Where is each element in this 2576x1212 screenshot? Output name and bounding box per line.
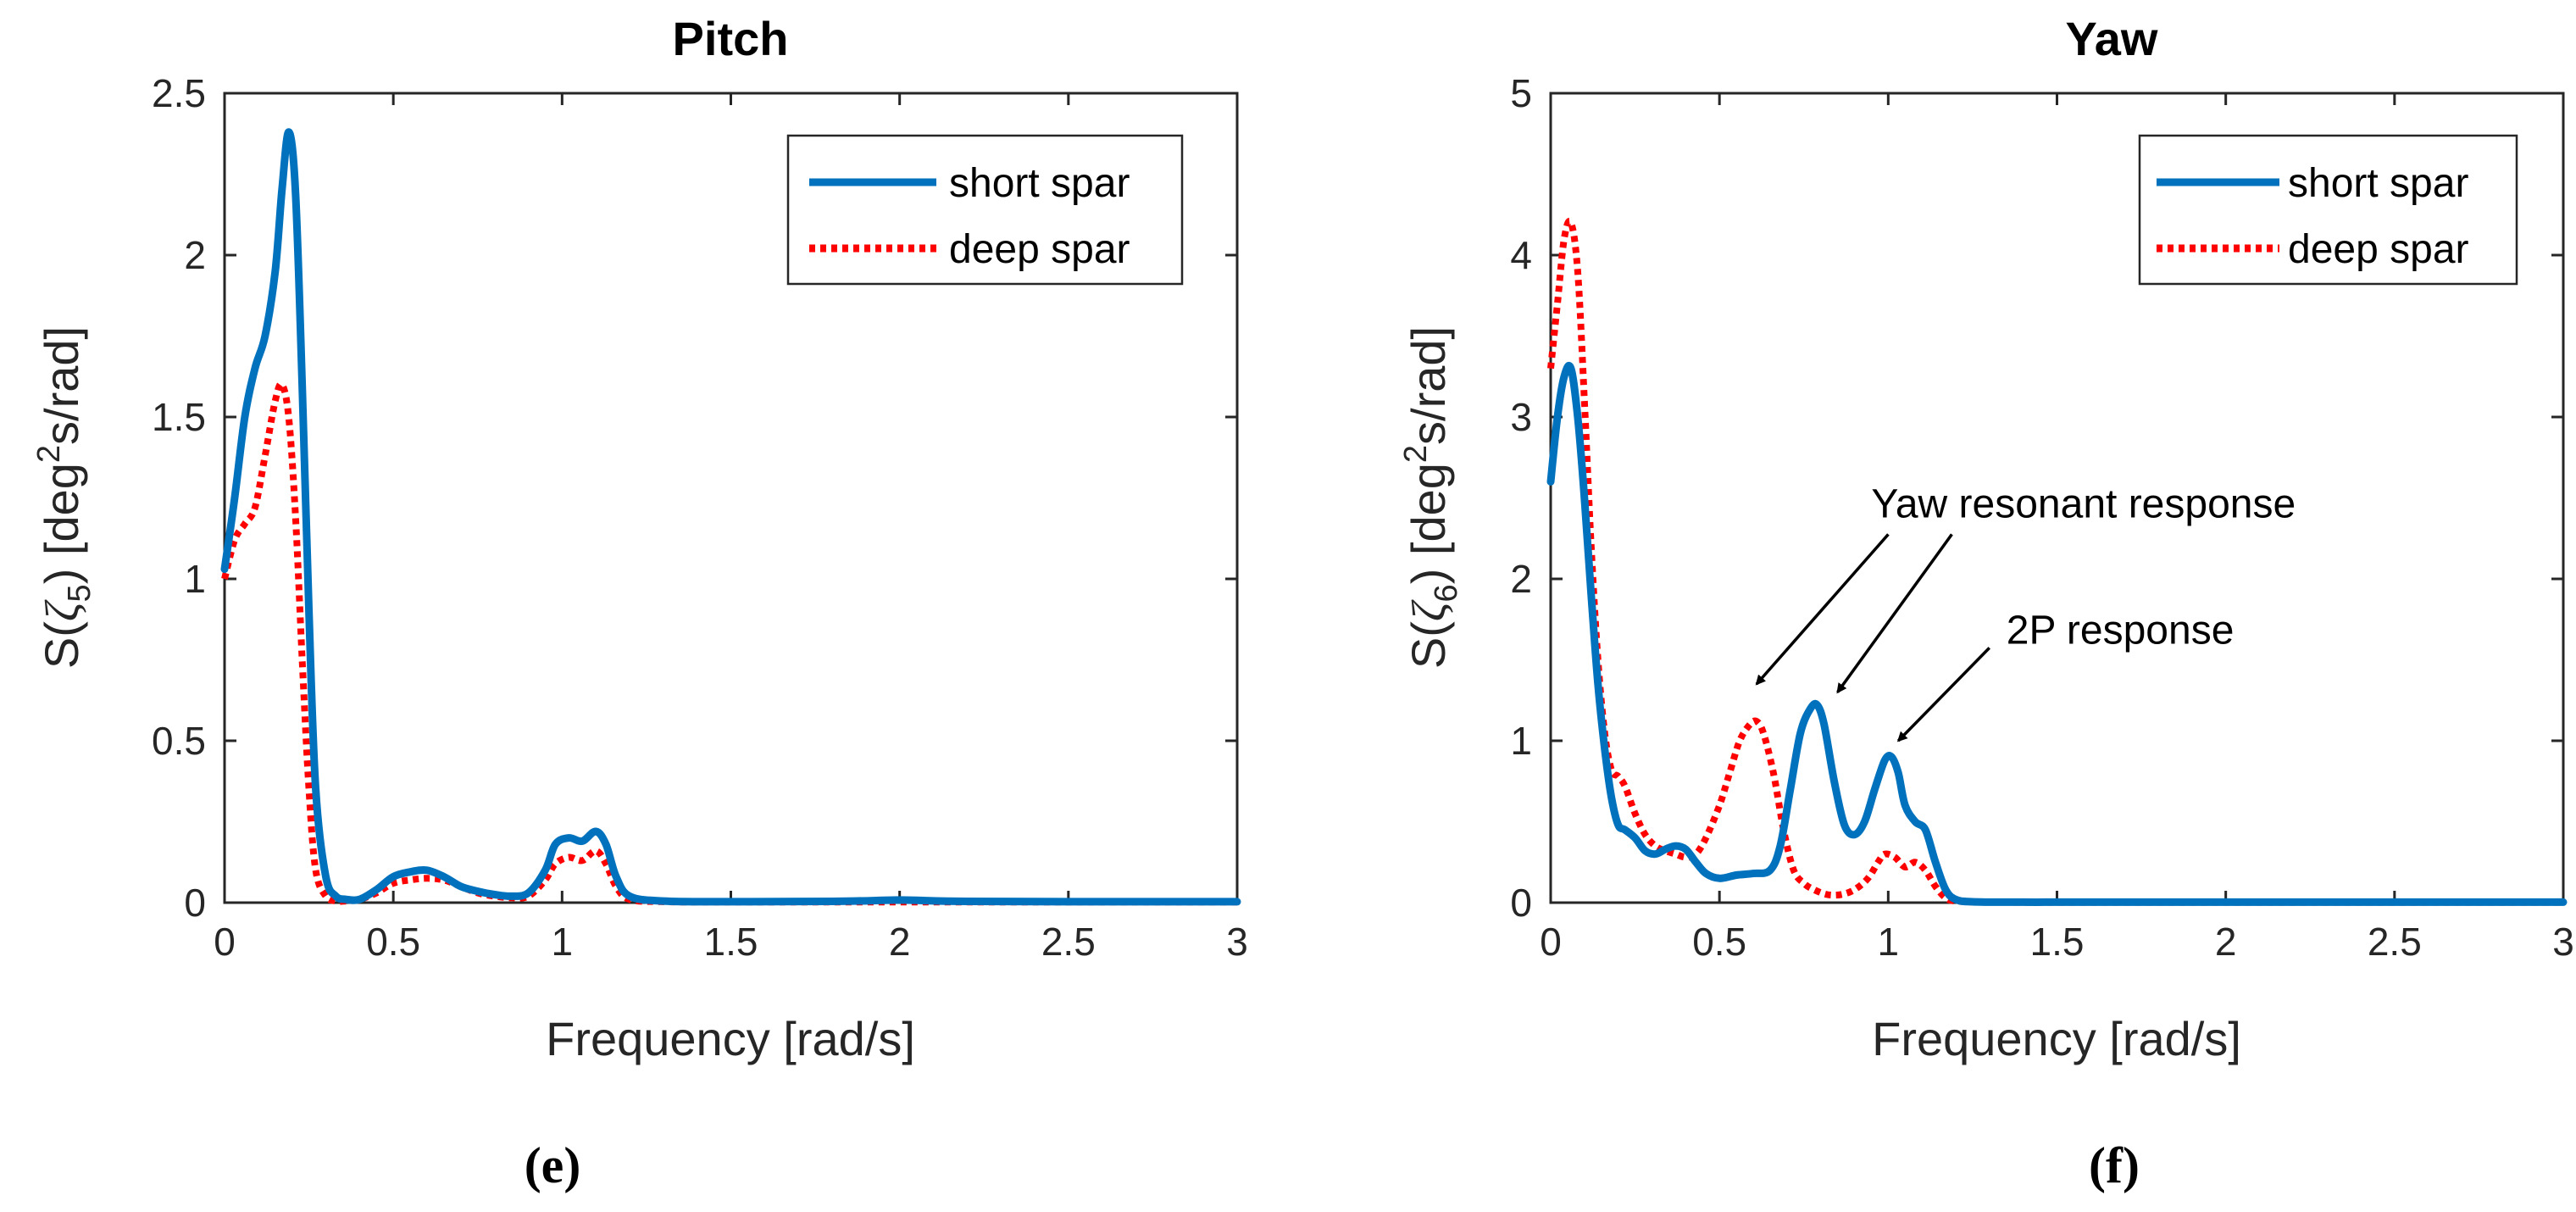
pitch-ytick-label: 2.5 (152, 71, 206, 115)
yaw-series-deep-spar-line (1547, 217, 2563, 906)
pitch-xtick-label: 2 (889, 920, 911, 964)
pitch-series-deep-spar-line (221, 381, 1237, 906)
yaw-annotation-arrow (1896, 647, 1990, 742)
yaw-xtick-label: 3 (2552, 920, 2574, 964)
yaw-xtick-label: 0 (1540, 920, 1562, 964)
yaw-annotations: Yaw resonant response 2P response (1755, 481, 2296, 742)
yaw-ytick-label: 3 (1510, 395, 1532, 439)
yaw-ytick-label: 1 (1510, 719, 1532, 763)
pitch-ytick-label: 0.5 (152, 719, 206, 763)
pitch-legend-box (786, 134, 1184, 286)
yaw-annotation-text: 2P response (2007, 608, 2235, 653)
pitch-ytick-label: 0 (184, 881, 206, 925)
pitch-legend-deep-label: deep spar (949, 227, 1130, 272)
pitch-ytick-label: 1.5 (152, 395, 206, 439)
yaw-xtick-label: 2 (2215, 920, 2237, 964)
yaw-series-short-spar-line (1546, 361, 2568, 906)
yaw-annotation-text: Yaw resonant response (1871, 481, 2296, 526)
pitch-xlabel: Frequency [rad/s] (546, 1012, 915, 1065)
yaw-ylabel: S(ζ6) [deg2s/rad] (1398, 326, 1464, 669)
yaw-series (1546, 217, 2568, 906)
pitch-legend-short-label: short spar (949, 161, 1130, 206)
yaw-legend-short-label: short spar (2288, 161, 2468, 206)
pitch-xtick-label: 0 (214, 920, 236, 964)
yaw-xtick-label: 1 (1878, 920, 1900, 964)
yaw-xtick-label: 2.5 (2368, 920, 2422, 964)
yaw-xlabel: Frequency [rad/s] (1872, 1012, 2241, 1065)
pitch-ylabel: S(ζ5) [deg2s/rad] (31, 326, 97, 669)
yaw-legend-box (2138, 134, 2518, 286)
yaw-legend-deep-label: deep spar (2288, 227, 2469, 272)
yaw-xtick-label: 0.5 (1692, 920, 1746, 964)
pitch-series (220, 128, 1241, 906)
yaw-annotation-arrow (1836, 533, 1953, 694)
pitch-legend: short spar deep spar (786, 134, 1184, 286)
yaw-legend: short spar deep spar (2138, 134, 2518, 286)
pitch-xtick-label: 1 (552, 920, 574, 964)
yaw-annotation-arrow (1755, 533, 1890, 686)
yaw-ytick-label: 4 (1510, 233, 1532, 277)
pitch-chart: Pitch 0 0.5 1 1.5 2 2.5 3 0 0.5 1 1.5 2 2.5 short sp… (31, 12, 1248, 1193)
pitch-series-short-spar-line (220, 128, 1241, 906)
yaw-xtick-label: 1.5 (2030, 920, 2085, 964)
yaw-panel-label: (f) (2089, 1137, 2140, 1193)
pitch-ytick-label: 1 (184, 557, 206, 601)
pitch-ticks: 0 0.5 1 1.5 2 2.5 3 0 0.5 1 1.5 2 2.5 (152, 71, 1248, 964)
pitch-panel-label: (e) (525, 1137, 581, 1193)
pitch-title: Pitch (673, 12, 789, 65)
yaw-ytick-label: 5 (1510, 71, 1532, 115)
pitch-ytick-label: 2 (184, 233, 206, 277)
yaw-chart: Yaw 0 0.5 1 1.5 2 2.5 3 0 1 2 3 4 5 short spar deep … (1398, 12, 2574, 1193)
yaw-ytick-label: 0 (1510, 881, 1532, 925)
pitch-xtick-label: 2.5 (1041, 920, 1096, 964)
yaw-ticks: 0 0.5 1 1.5 2 2.5 3 0 1 2 3 4 5 (1510, 71, 2573, 964)
yaw-ytick-label: 2 (1510, 557, 1532, 601)
yaw-title: Yaw (2066, 12, 2158, 65)
pitch-xtick-label: 3 (1226, 920, 1248, 964)
pitch-xtick-label: 0.5 (366, 920, 420, 964)
pitch-xtick-label: 1.5 (704, 920, 758, 964)
